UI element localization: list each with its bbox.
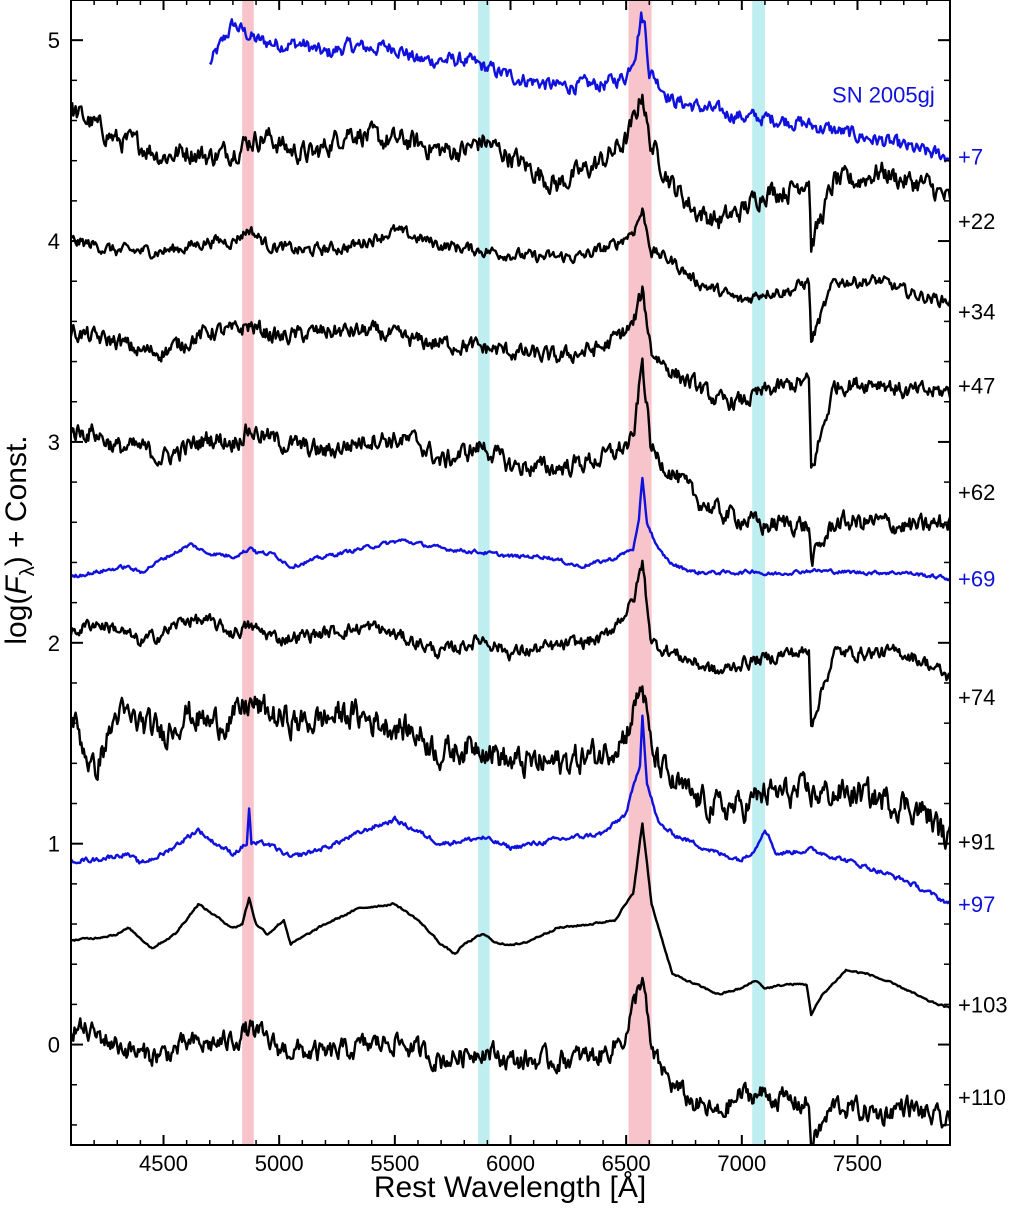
y-label-part-2: F [0, 575, 33, 595]
x-tick-label: 5500 [370, 1151, 419, 1176]
epoch-labels: SN 2005gj +7 +22 +34 +47 +62 +69 +74 +91 +97 +103 +… [832, 82, 1008, 1109]
spectrum-day-22 [71, 93, 950, 253]
epoch-label: +97 [958, 892, 995, 917]
epoch-label: +62 [958, 480, 995, 505]
epoch-label: +47 [958, 374, 995, 399]
y-label-part-1: log( [0, 595, 33, 645]
x-tick-label: 7000 [717, 1151, 766, 1176]
spectrum-day-91 [71, 685, 950, 850]
x-tick-label: 7500 [833, 1151, 882, 1176]
y-tick-label: 5 [48, 28, 60, 53]
y-label-part-4: ) + Const. [0, 435, 33, 566]
sn-name-label: SN 2005gj [832, 82, 935, 107]
x-tick-label: 6000 [486, 1151, 535, 1176]
epoch-label: +110 [958, 1085, 1006, 1110]
y-tick-label: 0 [48, 1033, 60, 1058]
epoch-label: +69 [958, 567, 995, 592]
epoch-label: +103 [958, 992, 1008, 1017]
x-tick-label: 4500 [139, 1151, 188, 1176]
y-axis-label: log(Fλ) + Const. [0, 435, 39, 644]
spectrum-day-7 [208, 11, 950, 163]
spectrum-day-103 [71, 822, 950, 1017]
line-band-2 [478, 0, 490, 1145]
y-tick-label: 2 [48, 631, 60, 656]
y-tick-label: 1 [48, 832, 60, 857]
plot-frame [70, 0, 951, 1146]
epoch-label: +91 [958, 830, 995, 855]
x-tick-label: 5000 [255, 1151, 304, 1176]
epoch-label: +74 [958, 685, 995, 710]
y-label-part-3: λ [17, 566, 39, 576]
y-tick-label: 3 [48, 430, 60, 455]
epoch-label: +22 [958, 209, 995, 234]
spectrum-day-62 [71, 357, 950, 567]
axis-ticks [71, 0, 950, 1145]
line-band-1 [242, 0, 254, 1145]
spectrum-day-34 [71, 207, 950, 343]
spectrum-day-69 [71, 476, 950, 582]
spectrum-day-97 [71, 714, 950, 905]
y-tick-label: 4 [48, 229, 60, 254]
x-tick-label: 6500 [602, 1151, 651, 1176]
spectrum-day-47 [71, 285, 950, 469]
epoch-label: +7 [958, 145, 983, 170]
spectrum-day-110 [71, 976, 950, 1145]
x-axis-label: Rest Wavelength [Å] [374, 1171, 646, 1204]
spectrum-day-74 [71, 559, 950, 728]
epoch-label: +34 [958, 299, 995, 324]
line-bands [242, 0, 765, 1145]
spectra-lines [71, 11, 950, 1145]
tick-labels: 4500 5000 5500 6000 6500 7000 7500 0 1 2 3 4 5 [48, 28, 882, 1176]
